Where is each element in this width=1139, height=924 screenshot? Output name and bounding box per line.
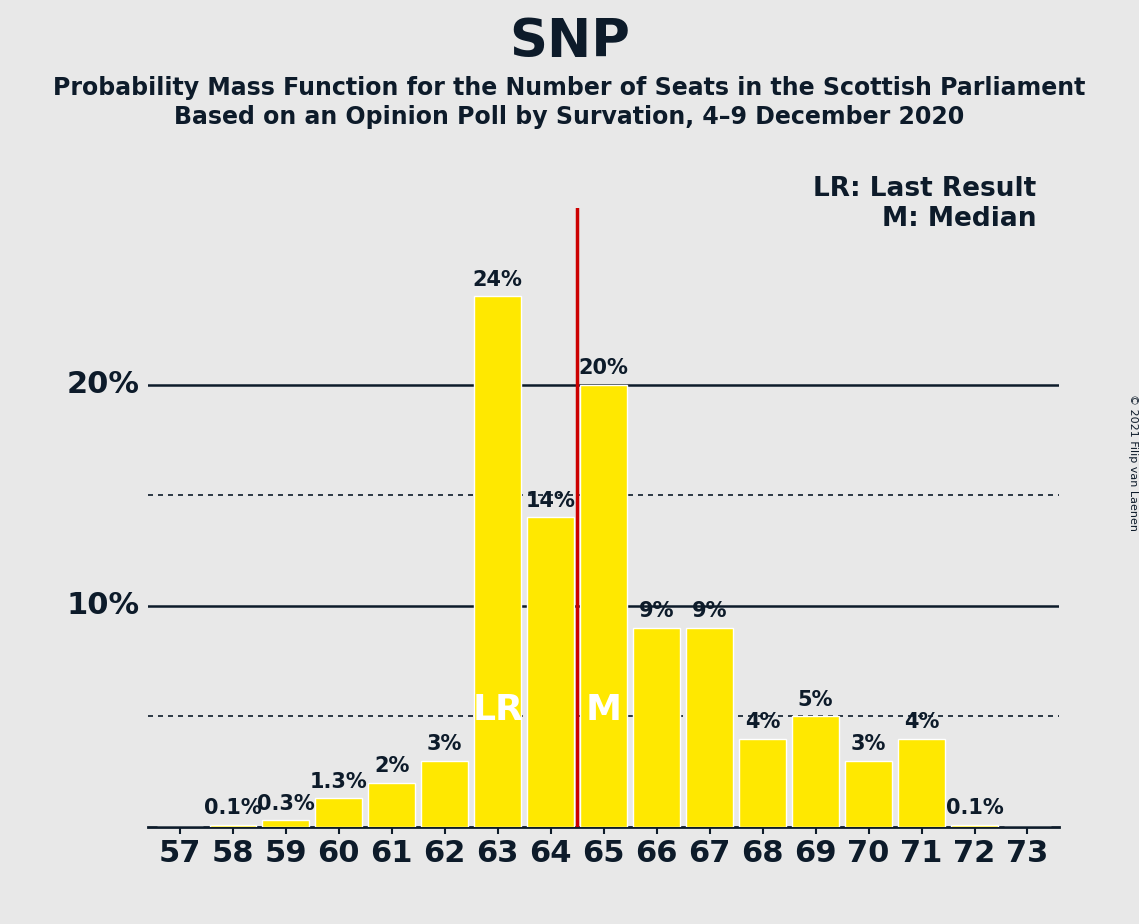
- Text: 20%: 20%: [579, 359, 629, 378]
- Text: M: Median: M: Median: [882, 206, 1036, 232]
- Bar: [316, 798, 362, 827]
- Text: 20%: 20%: [67, 371, 140, 399]
- Text: 14%: 14%: [526, 491, 575, 511]
- Text: 4%: 4%: [904, 711, 940, 732]
- Bar: [739, 738, 786, 827]
- Bar: [210, 825, 256, 827]
- Text: 4%: 4%: [745, 711, 780, 732]
- Bar: [368, 783, 415, 827]
- Bar: [581, 384, 626, 827]
- Bar: [262, 821, 309, 827]
- Text: 2%: 2%: [374, 756, 409, 776]
- Bar: [633, 628, 680, 827]
- Text: M: M: [585, 694, 622, 727]
- Bar: [687, 628, 732, 827]
- Text: 9%: 9%: [691, 602, 728, 621]
- Bar: [421, 760, 468, 827]
- Text: © 2021 Filip van Laenen: © 2021 Filip van Laenen: [1129, 394, 1138, 530]
- Text: 0.1%: 0.1%: [204, 798, 262, 818]
- Bar: [845, 760, 892, 827]
- Text: 1.3%: 1.3%: [310, 772, 368, 792]
- Text: 0.3%: 0.3%: [257, 794, 314, 814]
- Bar: [793, 716, 839, 827]
- Text: 5%: 5%: [797, 690, 834, 710]
- Text: Based on an Opinion Poll by Survation, 4–9 December 2020: Based on an Opinion Poll by Survation, 4…: [174, 105, 965, 129]
- Text: 3%: 3%: [427, 734, 462, 754]
- Bar: [899, 738, 945, 827]
- Text: 24%: 24%: [473, 270, 523, 290]
- Text: SNP: SNP: [509, 16, 630, 67]
- Text: LR: Last Result: LR: Last Result: [813, 176, 1036, 202]
- Bar: [527, 517, 574, 827]
- Text: 3%: 3%: [851, 734, 886, 754]
- Text: Probability Mass Function for the Number of Seats in the Scottish Parliament: Probability Mass Function for the Number…: [54, 76, 1085, 100]
- Text: 0.1%: 0.1%: [945, 798, 1003, 818]
- Text: 10%: 10%: [67, 591, 140, 620]
- Bar: [951, 825, 998, 827]
- Bar: [475, 297, 521, 827]
- Text: LR: LR: [473, 694, 523, 727]
- Text: 9%: 9%: [639, 602, 674, 621]
